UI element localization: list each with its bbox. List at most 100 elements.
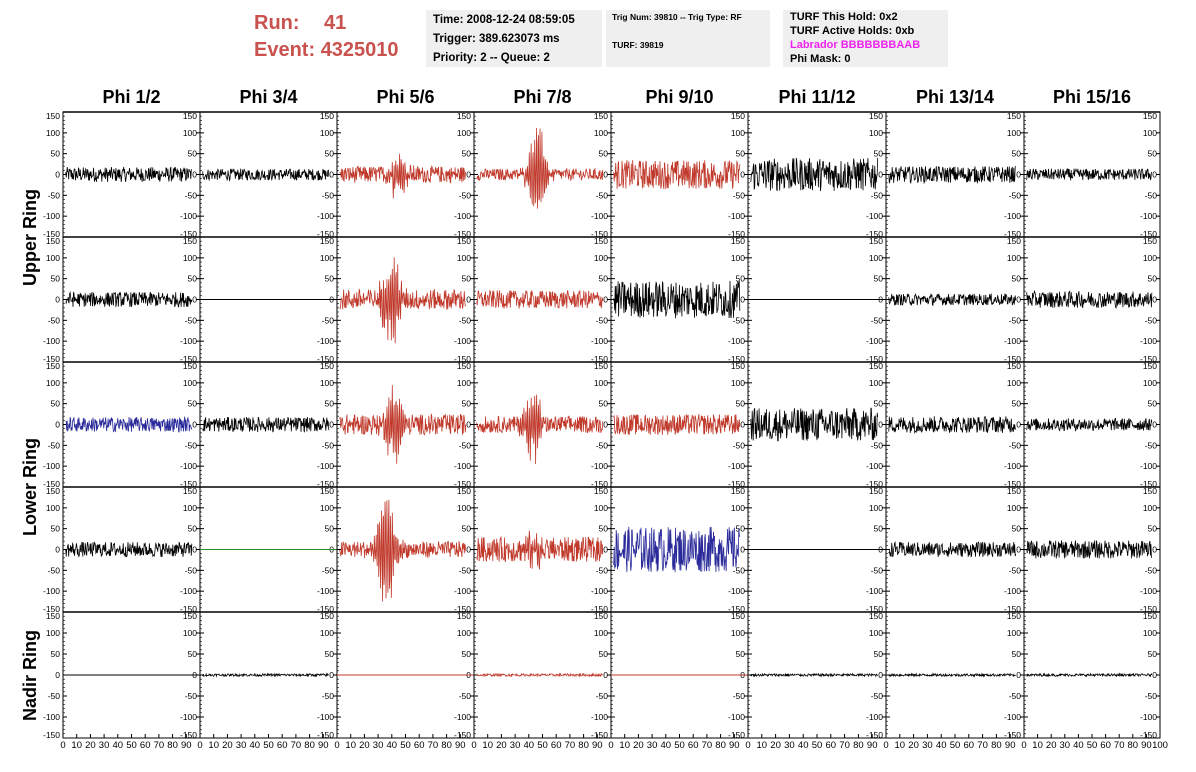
y-tick-label-right: -150 [317,604,334,614]
y-tick-label-right: 100 [1007,128,1021,138]
y-tick-label-right: 100 [320,503,334,513]
y-tick-label-right: 100 [594,628,608,638]
y-tick-label-right: 0 [1152,420,1157,430]
y-tick-label-left: 0 [55,545,60,555]
y-tick-label-right: -50 [322,315,335,325]
y-tick-label-right: 150 [731,111,745,121]
y-tick-label-right: -100 [180,712,197,722]
y-tick-label-right: 150 [320,486,334,496]
y-tick-label-right: 150 [320,236,334,246]
y-tick-label-left: -150 [43,479,60,489]
x-tick-label: 50 [537,740,548,751]
y-tick-label-right: -100 [454,586,471,596]
y-tick-label-right: 50 [874,649,884,659]
y-tick-label-right: 150 [1007,611,1021,621]
y-tick-label-right: -50 [733,190,746,200]
y-tick-label-right: 50 [462,649,472,659]
y-tick-label-right: -100 [728,586,745,596]
y-tick-label-left: 100 [46,128,60,138]
y-tick-label-right: -150 [1140,354,1157,364]
x-tick-label: 60 [140,740,151,751]
waveform-trace [750,407,879,442]
x-tick-label: 10 [208,740,219,751]
y-tick-label-right: 0 [603,420,608,430]
y-tick-label-right: 50 [874,274,884,284]
y-tick-label-right: 150 [457,236,471,246]
x-tick-label: 30 [784,740,795,751]
y-tick-label-right: 0 [192,170,197,180]
x-tick-label: 20 [359,740,370,751]
x-tick-label: 80 [441,740,452,751]
event-value: 4325010 [320,39,399,61]
x-tick-label: 10 [757,740,768,751]
y-tick-label-right: 50 [462,149,472,159]
y-tick-label-right: 50 [1012,649,1022,659]
y-tick-label-right: 150 [869,486,883,496]
waveform-trace [888,416,1017,434]
y-tick-label-right: -150 [454,604,471,614]
x-tick-label: 40 [387,740,398,751]
y-tick-label-right: 150 [320,361,334,371]
y-tick-label-right: -150 [180,604,197,614]
y-tick-label-right: 150 [869,111,883,121]
y-tick-label-right: 100 [183,253,197,263]
waveform-trace [1026,672,1153,678]
y-tick-label-left: 100 [46,503,60,513]
y-tick-label-right: 50 [325,399,335,409]
waveform-trace [750,157,879,192]
y-tick-label-right: -50 [185,440,198,450]
y-tick-label-right: 0 [878,170,883,180]
y-tick-label-right: 50 [599,524,609,534]
y-tick-label-right: -50 [733,315,746,325]
y-tick-label-right: -150 [1140,229,1157,239]
y-tick-label-right: 0 [329,670,334,680]
col-header-phi-11-12: Phi 11/12 [778,87,856,107]
y-tick-label-right: 0 [603,295,608,305]
x-tick-label: 60 [277,740,288,751]
y-tick-label-right: -50 [1145,440,1158,450]
col-header-phi-15-16: Phi 15/16 [1052,87,1132,107]
y-tick-label-right: 50 [188,149,198,159]
x-tick-label: 0 [1021,740,1026,751]
y-tick-label-right: -100 [728,336,745,346]
y-tick-label-left: 50 [51,524,61,534]
y-tick-label-right: -100 [1004,586,1021,596]
run-label: Run: [254,12,300,34]
y-tick-label-right: 0 [329,170,334,180]
y-tick-label-right: 100 [1143,503,1157,513]
y-tick-label-right: 0 [603,670,608,680]
y-tick-label-right: -100 [591,586,608,596]
y-tick-label-right: 0 [466,170,471,180]
x-tick-label: 10 [895,740,906,751]
waveform-trace [476,394,604,465]
y-tick-label-right: 0 [740,545,745,555]
y-tick-label-right: 100 [1007,378,1021,388]
y-tick-label-right: 50 [1012,149,1022,159]
y-tick-label-right: 100 [594,128,608,138]
y-tick-label-right: 50 [599,149,609,159]
y-tick-label-right: 150 [1143,486,1157,496]
x-tick-label: 10 [482,740,493,751]
x-tick-label: 80 [167,740,178,751]
y-tick-label-right: 50 [188,399,198,409]
event-label: Event: [254,39,316,61]
y-tick-label-right: 150 [183,486,197,496]
waveform-trace [339,153,467,199]
turf-active-text: TURF Active Holds: 0xb [790,25,915,37]
waveform-trace [339,385,467,464]
y-tick-label-right: -150 [866,479,883,489]
y-tick-label-left: -150 [43,229,60,239]
y-tick-label-right: 150 [457,361,471,371]
col-header-phi-9-10: Phi 9/10 [645,87,714,107]
y-tick-label-right: 100 [731,378,745,388]
x-tick-label: 50 [1087,740,1098,751]
waveform-trace [1026,539,1153,559]
y-tick-label-right: -50 [459,190,472,200]
x-tick-label: 0 [745,740,750,751]
y-tick-label-right: -100 [866,586,883,596]
y-tick-label-right: 150 [594,486,608,496]
y-tick-label-right: 100 [320,628,334,638]
waveform-trace [1026,417,1153,432]
y-tick-label-right: -100 [591,712,608,722]
waveform-trace [613,280,741,319]
